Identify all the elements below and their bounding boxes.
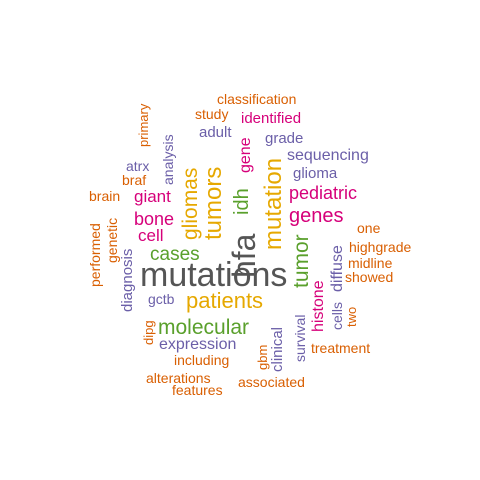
word-features: features bbox=[172, 382, 223, 398]
word-gliomas: gliomas bbox=[179, 167, 202, 240]
word-clinical: clinical bbox=[269, 326, 286, 372]
word-primary: primary bbox=[136, 103, 151, 147]
word-pediatric: pediatric bbox=[289, 183, 358, 203]
word-cells: cells bbox=[329, 301, 345, 330]
word-analysis: analysis bbox=[160, 134, 176, 185]
word-atrx: atrx bbox=[126, 158, 150, 174]
word-grade: grade bbox=[265, 130, 304, 147]
word-mutation: mutation bbox=[260, 157, 287, 250]
word-study: study bbox=[195, 106, 229, 122]
word-adult: adult bbox=[199, 124, 232, 141]
word-expression: expression bbox=[159, 336, 237, 353]
word-performed: performed bbox=[87, 223, 103, 287]
word-hfa: hfa bbox=[226, 233, 262, 278]
word-cell: cell bbox=[138, 226, 164, 245]
word-genetic: genetic bbox=[104, 217, 120, 263]
word-identified: identified bbox=[241, 110, 302, 127]
word-glioma: glioma bbox=[293, 165, 338, 182]
word-dipg: dipg bbox=[141, 320, 156, 345]
word-bone: bone bbox=[134, 209, 175, 229]
word-idh: idh bbox=[231, 188, 253, 215]
word-braf: braf bbox=[122, 172, 147, 188]
word-genes: genes bbox=[289, 205, 344, 227]
word-treatment: treatment bbox=[311, 340, 371, 356]
word-giant: giant bbox=[134, 187, 171, 206]
word-patients: patients bbox=[186, 288, 264, 313]
word-mutations: mutations bbox=[140, 256, 288, 294]
word-histone: histone bbox=[310, 280, 327, 332]
word-alterations: alterations bbox=[146, 370, 211, 386]
word-showed: showed bbox=[345, 269, 394, 285]
word-classification: classification bbox=[217, 91, 297, 107]
word-diagnosis: diagnosis bbox=[119, 248, 136, 312]
word-highgrade: highgrade bbox=[349, 239, 412, 255]
word-gbm: gbm bbox=[255, 344, 270, 370]
word-two: two bbox=[344, 306, 359, 327]
word-tumor: tumor bbox=[290, 234, 313, 288]
word-gene: gene bbox=[237, 137, 254, 173]
word-tumors: tumors bbox=[200, 166, 227, 240]
word-sequencing: sequencing bbox=[287, 147, 369, 164]
word-molecular: molecular bbox=[158, 316, 250, 339]
word-one: one bbox=[357, 220, 381, 236]
word-brain: brain bbox=[89, 188, 121, 204]
word-survival: survival bbox=[292, 314, 308, 362]
word-cases: cases bbox=[150, 244, 200, 265]
word-gctb: gctb bbox=[148, 291, 175, 307]
word-including: including bbox=[174, 352, 230, 368]
word-associated: associated bbox=[238, 374, 305, 390]
word-diffuse: diffuse bbox=[329, 245, 346, 292]
word-midline: midline bbox=[348, 255, 393, 271]
